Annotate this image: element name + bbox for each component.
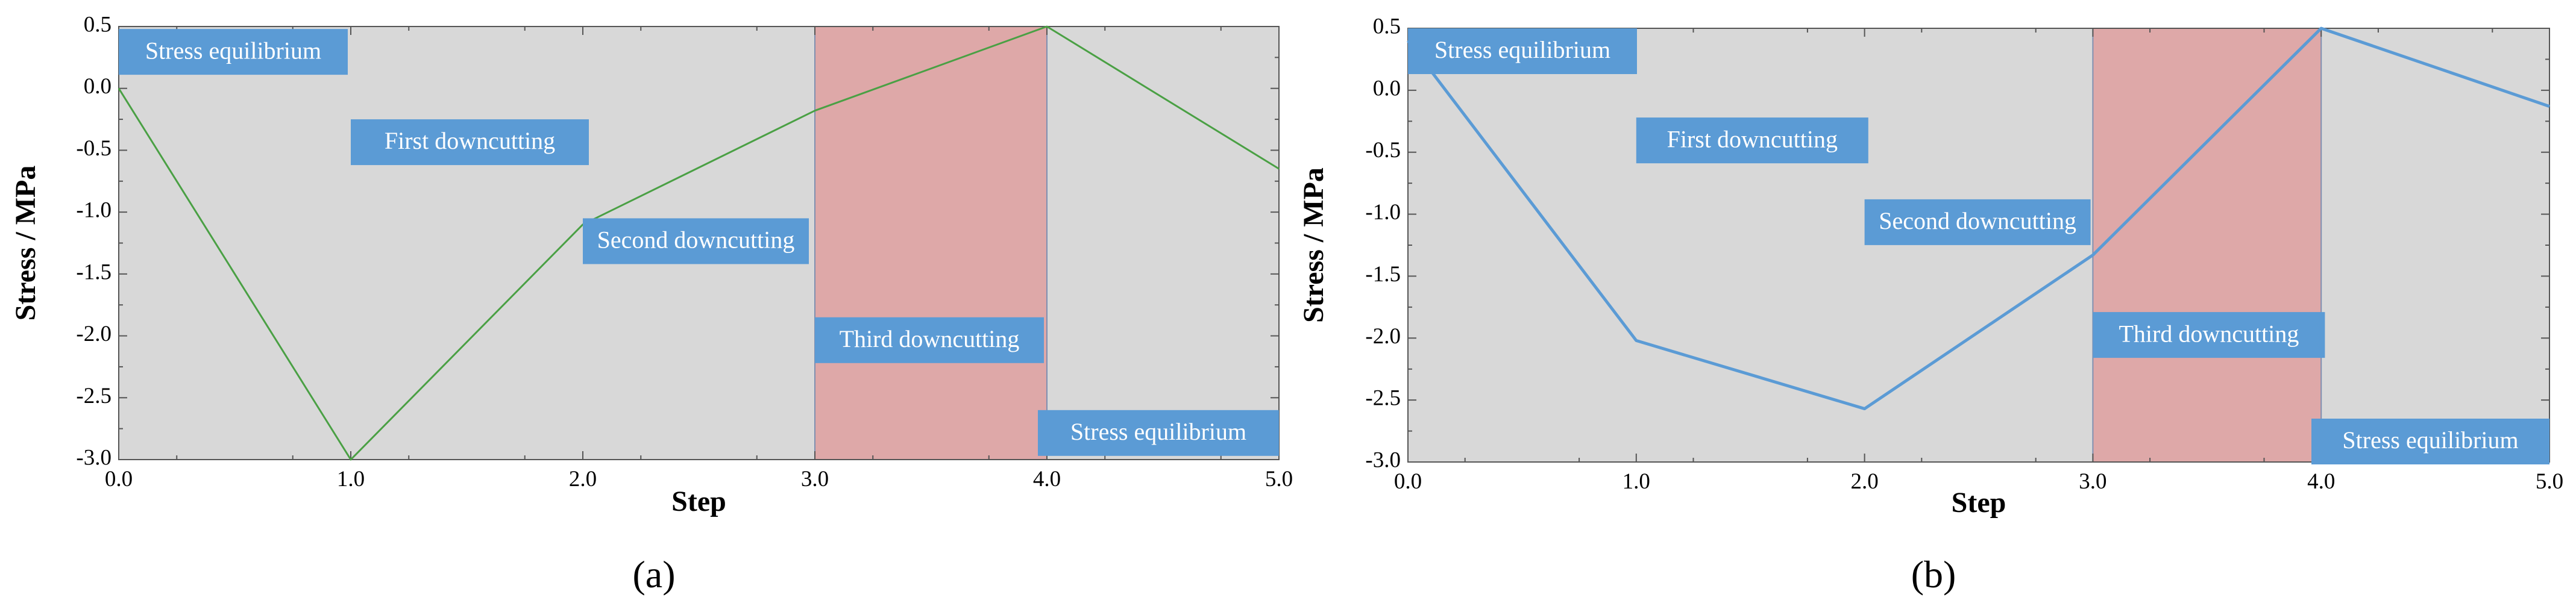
- x-tick-label: 5.0: [2536, 469, 2563, 494]
- y-tick-label: 0.0: [84, 74, 112, 99]
- annotation-label: Third downcutting: [840, 325, 1020, 352]
- series-point: [2320, 28, 2322, 29]
- y-tick-label: 0.5: [1373, 14, 1401, 39]
- y-axis-title: Stress / MPa: [10, 166, 42, 321]
- x-tick-label: 1.0: [1623, 469, 1650, 494]
- y-tick-label: -1.0: [76, 198, 112, 223]
- x-tick-label: 3.0: [801, 467, 829, 492]
- chart-panel-a: 0.50.0-0.5-1.0-1.5-2.0-2.5-3.00.0 1.0 2.0 3…: [10, 12, 1293, 596]
- series-point: [1864, 408, 1865, 410]
- annotation-box: [1038, 410, 1279, 456]
- annotation-label: Second downcutting: [597, 226, 795, 254]
- x-tick-label: 0.0: [105, 467, 133, 492]
- y-tick-label: -2.0: [1365, 324, 1401, 349]
- annotation-label: Third downcutting: [2119, 320, 2299, 347]
- annotation-box: [583, 218, 809, 264]
- x-tick-label: 2.0: [1850, 469, 1878, 494]
- x-tick-label: 0.0: [1394, 469, 1422, 494]
- y-tick-label: 0.0: [1373, 76, 1401, 101]
- y-tick-label: -3.0: [76, 445, 112, 470]
- panel-label: (b): [1911, 553, 1956, 596]
- annotation-box: [1408, 28, 1637, 74]
- y-tick-label: 0.5: [84, 12, 112, 37]
- plot-area: [1408, 28, 2549, 462]
- highlight-band: [2092, 28, 2322, 463]
- annotation-box: [2093, 312, 2325, 358]
- y-tick-label: -0.5: [1365, 138, 1401, 163]
- y-tick-label: -0.5: [76, 136, 112, 161]
- panel-label: (a): [632, 553, 675, 596]
- annotation-box: [1864, 199, 2091, 245]
- y-tick-label: -1.5: [1365, 262, 1401, 287]
- annotation-label: Stress equilibrium: [1434, 36, 1610, 63]
- y-tick-label: -2.0: [76, 322, 112, 346]
- x-tick-label: 3.0: [2079, 469, 2106, 494]
- annotation-box: [1636, 117, 1868, 164]
- annotation-label: Stress equilibrium: [145, 37, 321, 64]
- annotation-label: Stress equilibrium: [1070, 418, 1246, 445]
- series-line: [118, 25, 1280, 461]
- y-tick-label: -3.0: [1365, 448, 1401, 472]
- annotation-label: First downcutting: [385, 127, 555, 154]
- y-tick-label: -2.5: [1365, 386, 1401, 411]
- x-tick-label: 4.0: [1033, 467, 1061, 492]
- x-tick-label: 5.0: [1265, 467, 1293, 492]
- annotation-box: [2311, 419, 2549, 464]
- y-axis-title: Stress / MPa: [1298, 167, 1330, 323]
- series-line: [1407, 27, 2550, 411]
- series-point: [2549, 106, 2550, 107]
- chart-panel-b: 0.50.0-0.5-1.0-1.5-2.0-2.5-3.00.0 1.0 2.0 3…: [1298, 14, 2563, 596]
- annotation-label: Stress equilibrium: [2342, 426, 2518, 454]
- x-axis-title: Step: [1952, 487, 2006, 519]
- x-axis-title: Step: [671, 485, 726, 517]
- x-tick-label: 2.0: [569, 467, 597, 492]
- x-tick-label: 4.0: [2307, 469, 2335, 494]
- annotation-label: Second downcutting: [1879, 207, 2076, 234]
- y-tick-label: -2.5: [76, 384, 112, 408]
- annotation-box: [815, 317, 1044, 363]
- annotation-box: [119, 29, 348, 75]
- annotation-box: [351, 119, 589, 166]
- y-tick-label: -1.5: [76, 260, 112, 284]
- highlight-band: [814, 26, 1048, 460]
- y-tick-label: -1.0: [1365, 200, 1401, 225]
- x-tick-label: 1.0: [337, 467, 365, 492]
- annotation-label: First downcutting: [1667, 125, 1838, 152]
